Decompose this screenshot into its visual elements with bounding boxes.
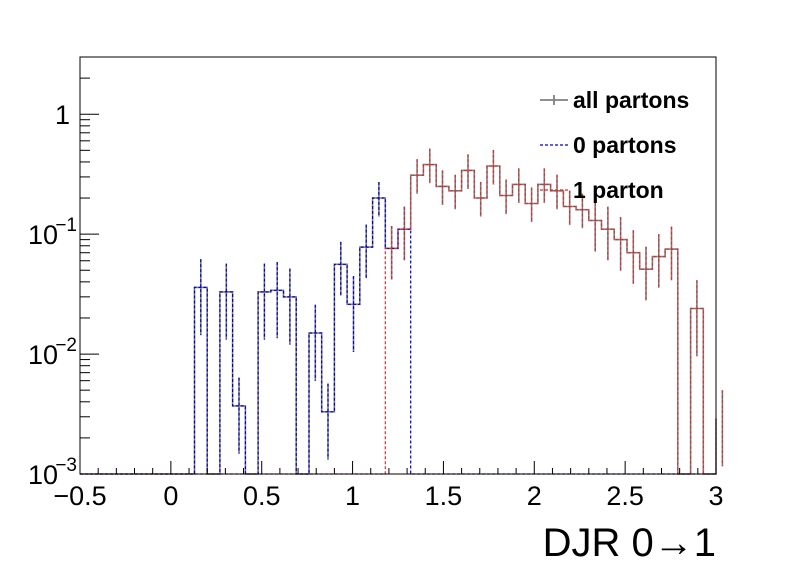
legend-label: all partons: [573, 87, 689, 113]
legend-label: 0 partons: [573, 132, 677, 158]
series-line-0-partons: [80, 197, 716, 475]
x-tick-label: 3: [708, 481, 723, 511]
series-line-1-parton: [80, 164, 717, 475]
x-tick-label: 2: [527, 481, 542, 511]
y-tick-label: 10: [28, 460, 58, 490]
series-layer: [80, 148, 724, 475]
x-tick-label: 1.5: [425, 481, 463, 511]
legend: all partons 0 partons 1 parton: [540, 87, 689, 203]
x-tick-label: 2.5: [606, 481, 644, 511]
y-tick-exponent: −1: [55, 215, 77, 236]
y-axis: 10−310−210−11: [28, 56, 99, 490]
x-tick-label: −0.5: [53, 481, 106, 511]
y-tick-exponent: −3: [55, 455, 77, 476]
x-axis-title: DJR 0→1: [543, 521, 716, 565]
x-tick-label: 0.5: [243, 481, 281, 511]
y-tick-label: 10: [28, 340, 58, 370]
y-tick-label: 1: [55, 100, 70, 130]
y-tick-label: 10: [28, 220, 58, 250]
y-tick-exponent: −2: [55, 335, 77, 356]
x-tick-label: 1: [345, 481, 360, 511]
legend-label: 1 parton: [573, 177, 664, 203]
plot-frame: [79, 56, 717, 475]
x-tick-label: 0: [163, 481, 178, 511]
x-axis: −0.5 0 0.5 1 1.5 2 2.5 3: [53, 461, 724, 511]
